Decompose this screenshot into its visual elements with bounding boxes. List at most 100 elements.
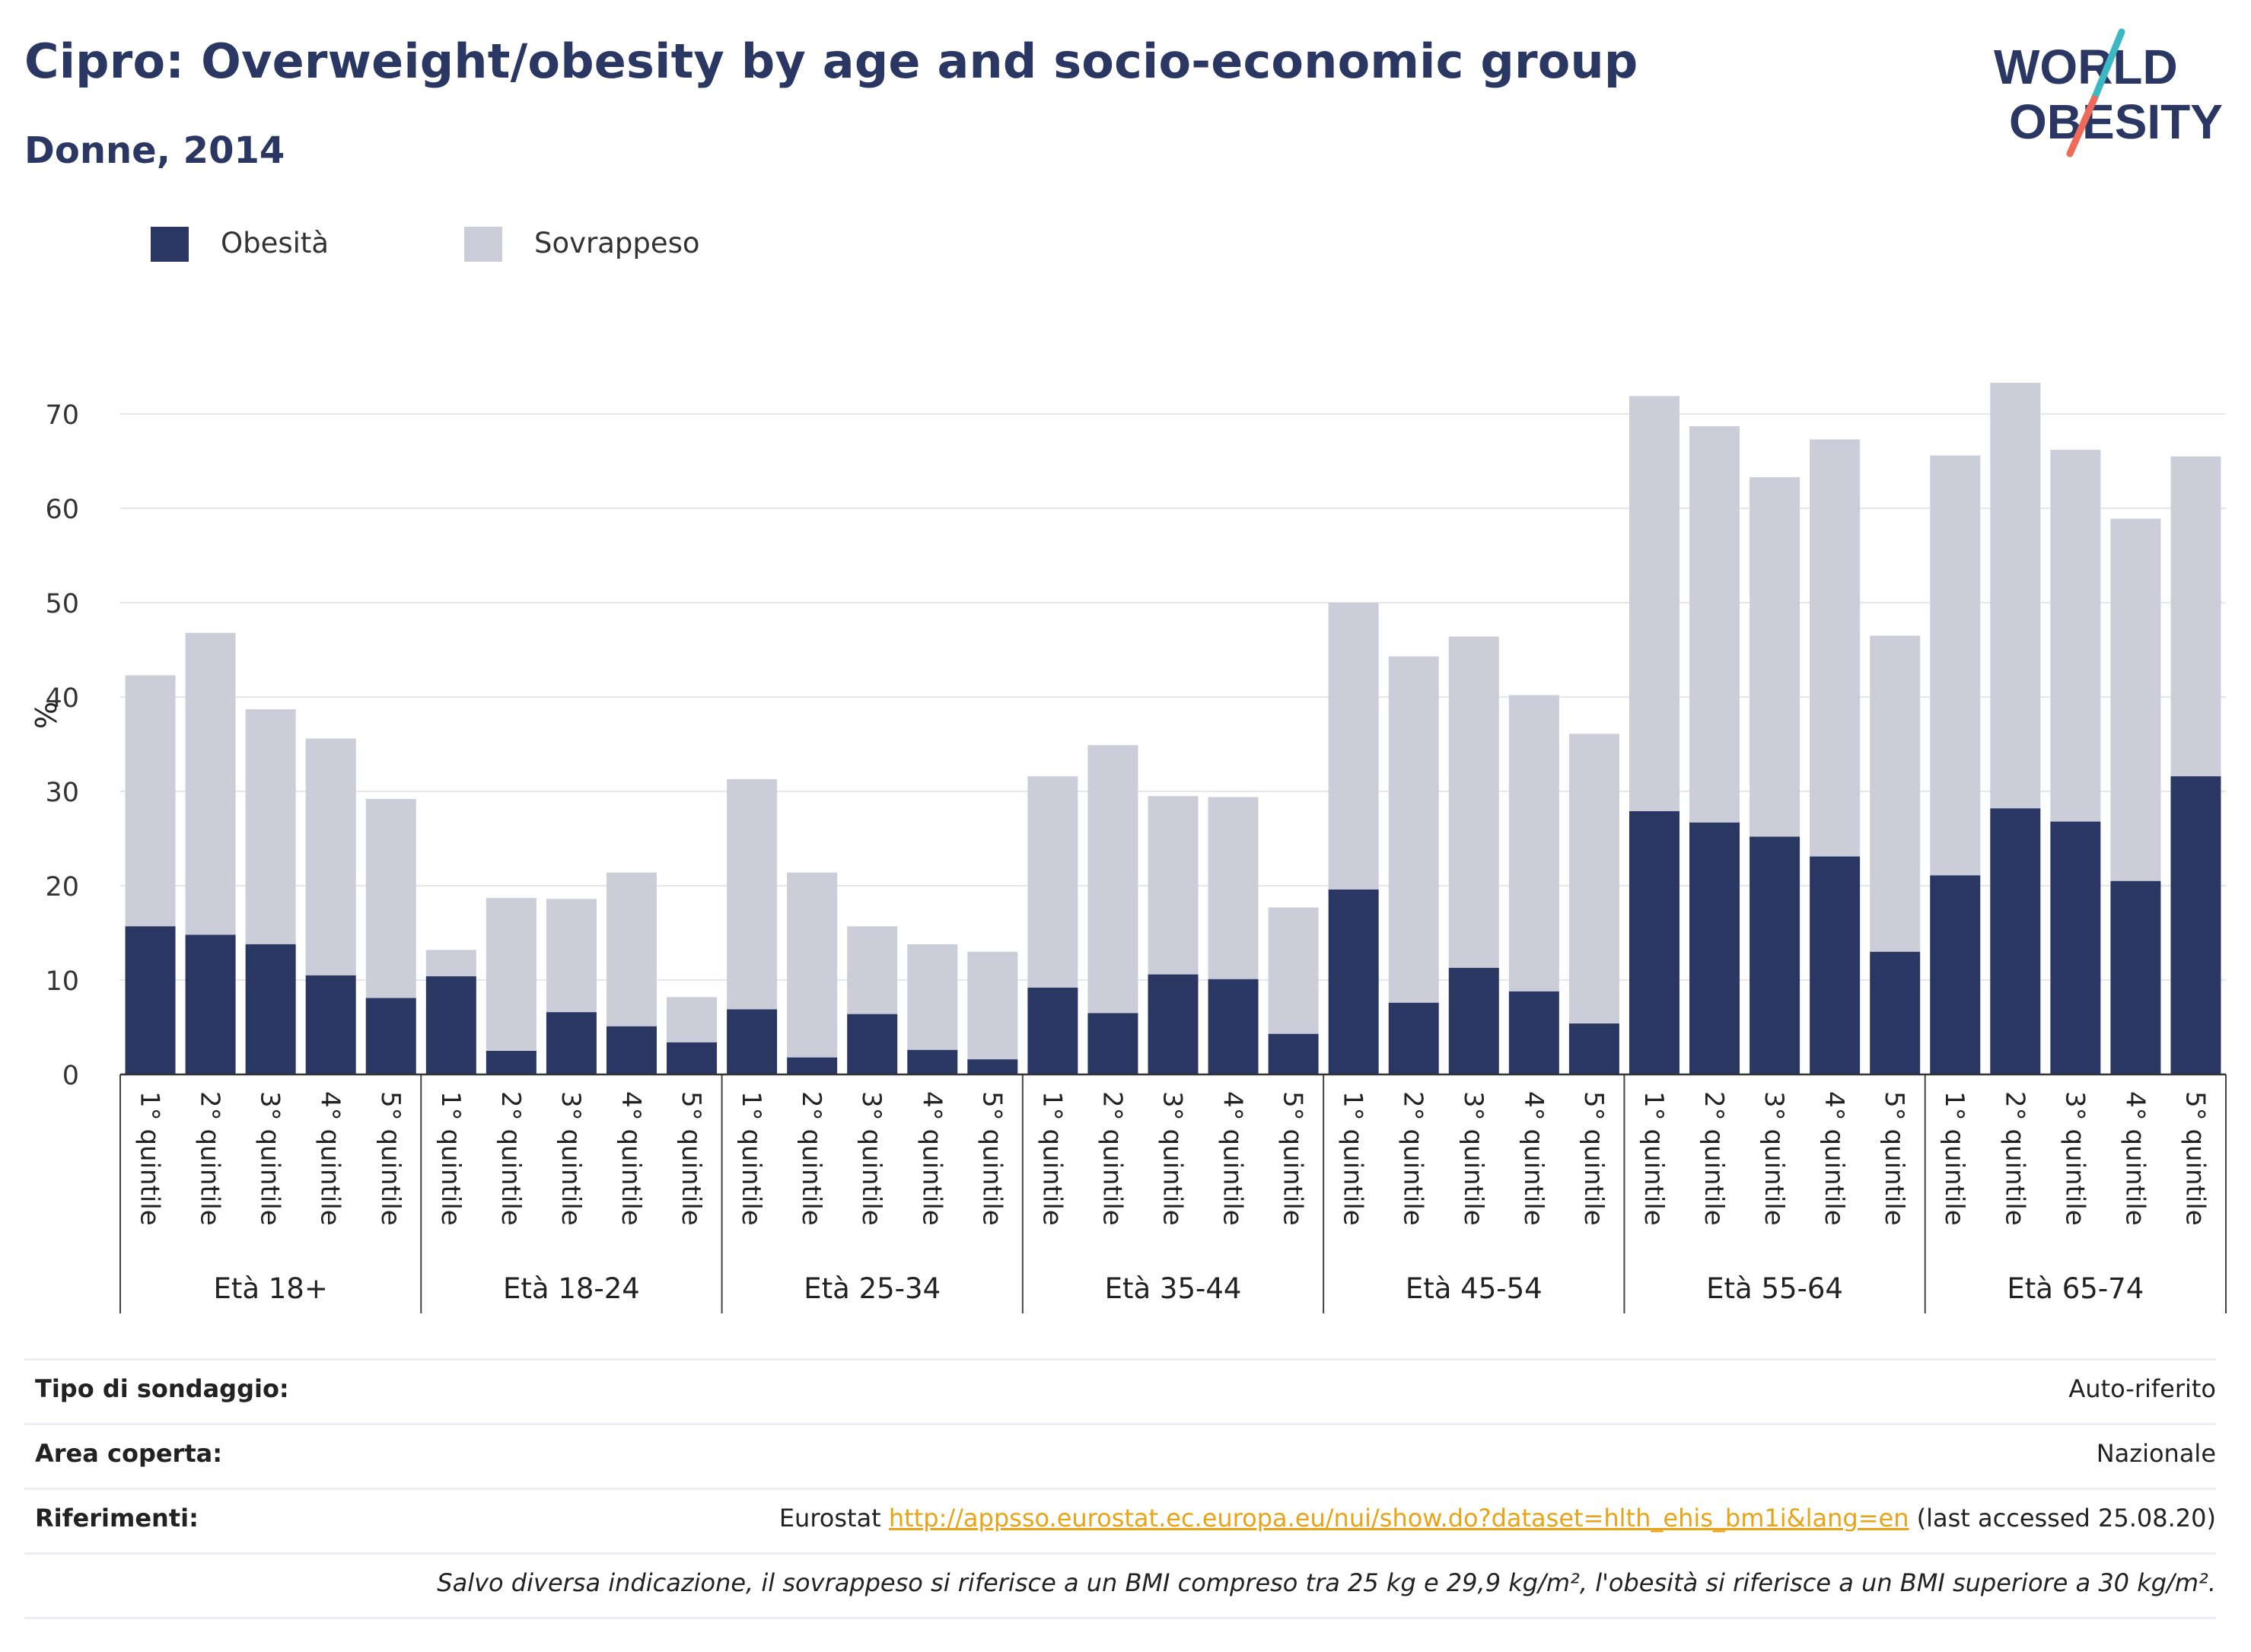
bar-overweight <box>1208 797 1259 979</box>
references-value: Eurostat http://appsso.eurostat.ec.europ… <box>779 1504 2216 1533</box>
bar-obesity <box>305 975 356 1074</box>
info-row-area: Area coperta: Nazionale <box>24 1423 2216 1488</box>
survey-type-label: Tipo di sondaggio: <box>35 1374 289 1403</box>
bar-obesity <box>365 998 416 1074</box>
bar-overweight <box>847 926 898 1014</box>
x-tick-label: 3° quintile <box>1157 1091 1188 1226</box>
bar-overweight <box>2170 456 2221 777</box>
logo-line1: WORLD <box>1994 40 2178 94</box>
group-label: Età 18-24 <box>503 1272 640 1305</box>
bar-obesity <box>1508 991 1559 1074</box>
bar-overweight <box>787 872 838 1058</box>
info-row-survey: Tipo di sondaggio: Auto-riferito <box>24 1358 2216 1423</box>
bar-overweight <box>1810 439 1861 857</box>
logo-slash-teal <box>2090 28 2125 103</box>
bar-overweight <box>2110 518 2161 881</box>
x-tick-label: 1° quintile <box>1939 1091 1969 1226</box>
bar-obesity <box>606 1026 657 1074</box>
logo-line2: OBESITY <box>2009 94 2223 149</box>
references-link[interactable]: http://appsso.eurostat.ec.europa.eu/nui/… <box>888 1504 1909 1533</box>
bar-obesity <box>2170 776 2221 1074</box>
group-label: Età 45-54 <box>1406 1272 1543 1305</box>
bar-overweight <box>1568 734 1619 1024</box>
y-tick-label: 0 <box>62 1061 79 1091</box>
bar-obesity <box>1148 974 1199 1074</box>
bar-overweight <box>1870 635 1921 952</box>
bar-overweight <box>1268 907 1319 1034</box>
chart-subtitle: Donne, 2014 <box>24 129 285 172</box>
bar-obesity <box>1448 967 1499 1074</box>
bar-overweight <box>727 778 778 1010</box>
x-tick-label: 1° quintile <box>135 1091 165 1226</box>
x-tick-label: 2° quintile <box>1097 1091 1127 1226</box>
bar-overweight <box>1930 455 1981 876</box>
x-tick-label: 3° quintile <box>2059 1091 2090 1226</box>
bar-overweight <box>1508 695 1559 992</box>
bar-obesity <box>1087 1013 1138 1074</box>
y-tick-label: 50 <box>45 589 79 619</box>
bar-obesity <box>727 1009 778 1074</box>
references-source: Eurostat <box>778 1504 881 1533</box>
bar-obesity <box>185 934 236 1074</box>
group-label: Età 25-34 <box>804 1272 941 1305</box>
bar-overweight <box>1388 656 1439 1003</box>
bar-overweight <box>1087 745 1138 1014</box>
x-tick-label: 5° quintile <box>976 1091 1007 1226</box>
bar-obesity <box>425 976 476 1074</box>
x-tick-label: 2° quintile <box>796 1091 826 1226</box>
group-label: Età 65-74 <box>2007 1272 2144 1305</box>
group-label: Età 18+ <box>213 1272 327 1305</box>
x-tick-label: 5° quintile <box>1578 1091 1609 1226</box>
group-label: Età 55-64 <box>1706 1272 1843 1305</box>
x-tick-label: 5° quintile <box>676 1091 706 1226</box>
bar-overweight <box>2050 450 2101 822</box>
legend-swatch-obesity <box>151 227 189 262</box>
x-tick-label: 3° quintile <box>556 1091 586 1226</box>
bar-obesity <box>546 1012 597 1074</box>
bar-overweight <box>486 898 536 1051</box>
chart-title: Cipro: Overweight/obesity by age and soc… <box>24 33 1638 89</box>
bar-overweight <box>1750 477 1800 837</box>
info-row-note: Salvo diversa indicazione, il sovrappeso… <box>24 1552 2216 1619</box>
bar-overweight <box>667 997 718 1042</box>
bar-overweight <box>365 798 416 998</box>
x-tick-label: 4° quintile <box>2119 1091 2150 1226</box>
bar-overweight <box>305 738 356 976</box>
bar-obesity <box>967 1059 1018 1074</box>
bar-overweight <box>425 950 476 977</box>
bar-obesity <box>486 1051 536 1074</box>
x-tick-label: 1° quintile <box>736 1091 766 1226</box>
y-tick-label: 40 <box>45 683 79 714</box>
x-tick-label: 4° quintile <box>1218 1091 1248 1226</box>
bar-obesity <box>1689 822 1740 1074</box>
metadata-table: Tipo di sondaggio: Auto-riferito Area co… <box>24 1358 2216 1619</box>
legend-label-obesity: Obesità <box>221 227 330 259</box>
bar-obesity <box>667 1042 718 1074</box>
area-value: Nazionale <box>2096 1439 2216 1468</box>
bar-obesity <box>1990 808 2041 1074</box>
world-obesity-logo: WORLD OBESITY <box>1994 28 2223 158</box>
x-tick-label: 1° quintile <box>1638 1091 1669 1226</box>
x-tick-label: 2° quintile <box>195 1091 225 1226</box>
bar-overweight <box>1328 603 1379 890</box>
bar-obesity <box>2110 880 2161 1074</box>
y-tick-label: 60 <box>45 495 79 525</box>
bar-overweight <box>1027 776 1078 988</box>
x-tick-label: 4° quintile <box>616 1091 646 1226</box>
logo-slash-coral <box>2066 95 2098 158</box>
x-tick-label: 5° quintile <box>2179 1091 2210 1226</box>
x-tick-label: 2° quintile <box>495 1091 526 1226</box>
x-tick-label: 3° quintile <box>1759 1091 1789 1226</box>
bar-overweight <box>967 951 1018 1060</box>
x-tick-label: 5° quintile <box>1278 1091 1308 1226</box>
x-tick-label: 1° quintile <box>1036 1091 1067 1226</box>
bar-overweight <box>907 944 958 1050</box>
x-tick-label: 1° quintile <box>435 1091 466 1226</box>
x-tick-label: 5° quintile <box>375 1091 406 1226</box>
x-tick-label: 1° quintile <box>1338 1091 1368 1226</box>
bar-obesity <box>245 944 296 1074</box>
bar-obesity <box>125 926 176 1074</box>
bar-overweight <box>546 899 597 1013</box>
bar-obesity <box>787 1057 838 1074</box>
y-tick-label: 10 <box>45 966 79 997</box>
